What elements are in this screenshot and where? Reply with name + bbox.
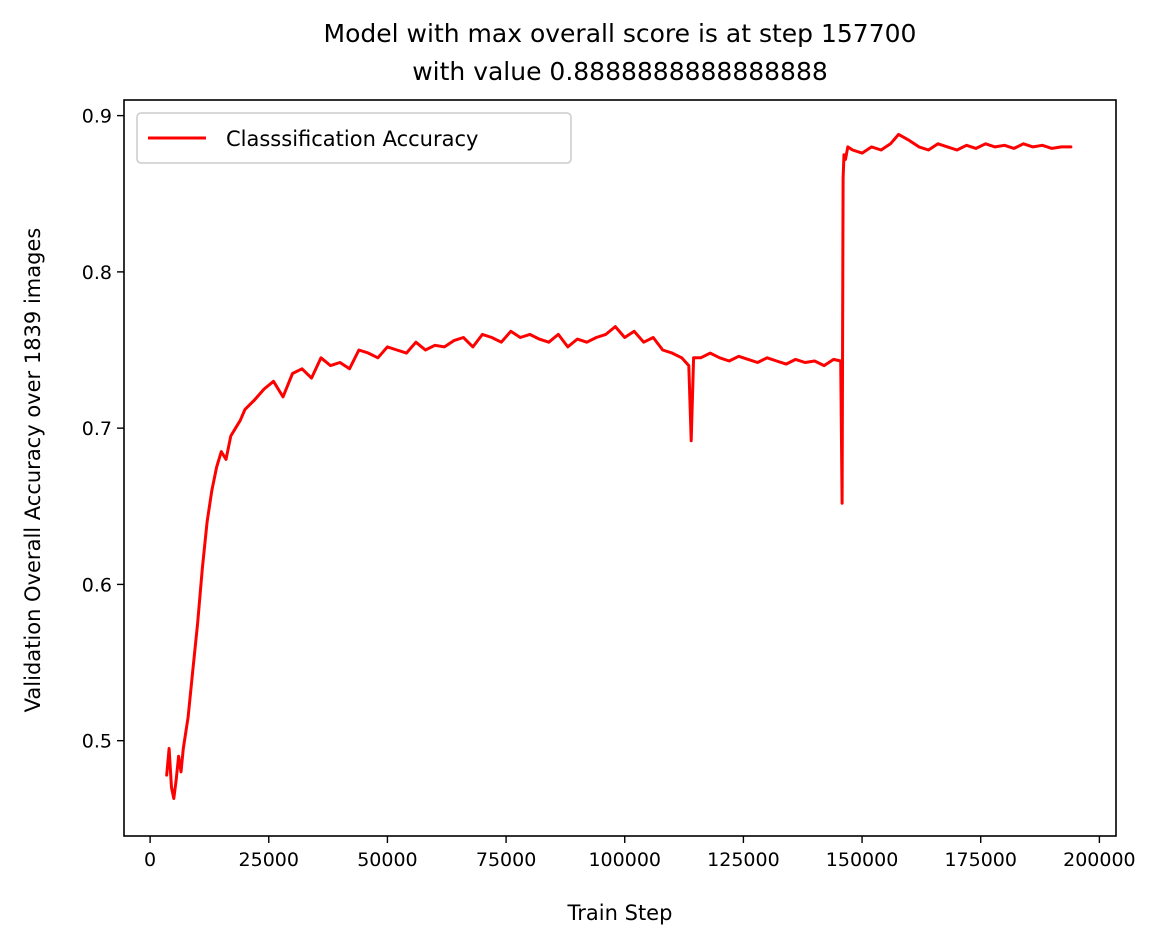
legend: Classsification Accuracy [136,112,572,164]
y-tick-label: 0.5 [82,731,112,753]
chart-title-line2: with value 0.8888888888888888 [412,57,828,86]
y-tick-label: 0.7 [82,418,112,440]
y-axis-label: Validation Overall Accuracy over 1839 im… [21,228,45,713]
y-tick-label: 0.9 [82,106,112,128]
x-axis-label: Train Step [567,901,673,925]
y-axis: 0.5 0.6 0.7 0.8 0.9 [82,106,124,753]
x-tick-label: 200000 [1063,849,1136,871]
plot-area [165,132,1073,800]
legend-label: Classsification Accuracy [226,127,478,151]
x-tick-label: 150000 [826,849,899,871]
x-tick-label: 0 [144,849,156,871]
x-tick-label: 50000 [357,849,417,871]
plot-frame [123,99,1117,837]
series-line-0 [165,132,1073,800]
y-tick-label: 0.6 [82,574,112,596]
x-tick-label: 25000 [239,849,299,871]
chart-title-line1: Model with max overall score is at step … [324,19,917,48]
x-tick-label: 175000 [944,849,1017,871]
x-tick-label: 100000 [588,849,661,871]
x-axis: 0 25000 50000 75000 100000 125000 150000 175000… [144,836,1136,871]
x-tick-label: 75000 [476,849,536,871]
y-tick-label: 0.8 [82,262,112,284]
legend-box [136,112,572,164]
x-tick-label: 125000 [707,849,780,871]
